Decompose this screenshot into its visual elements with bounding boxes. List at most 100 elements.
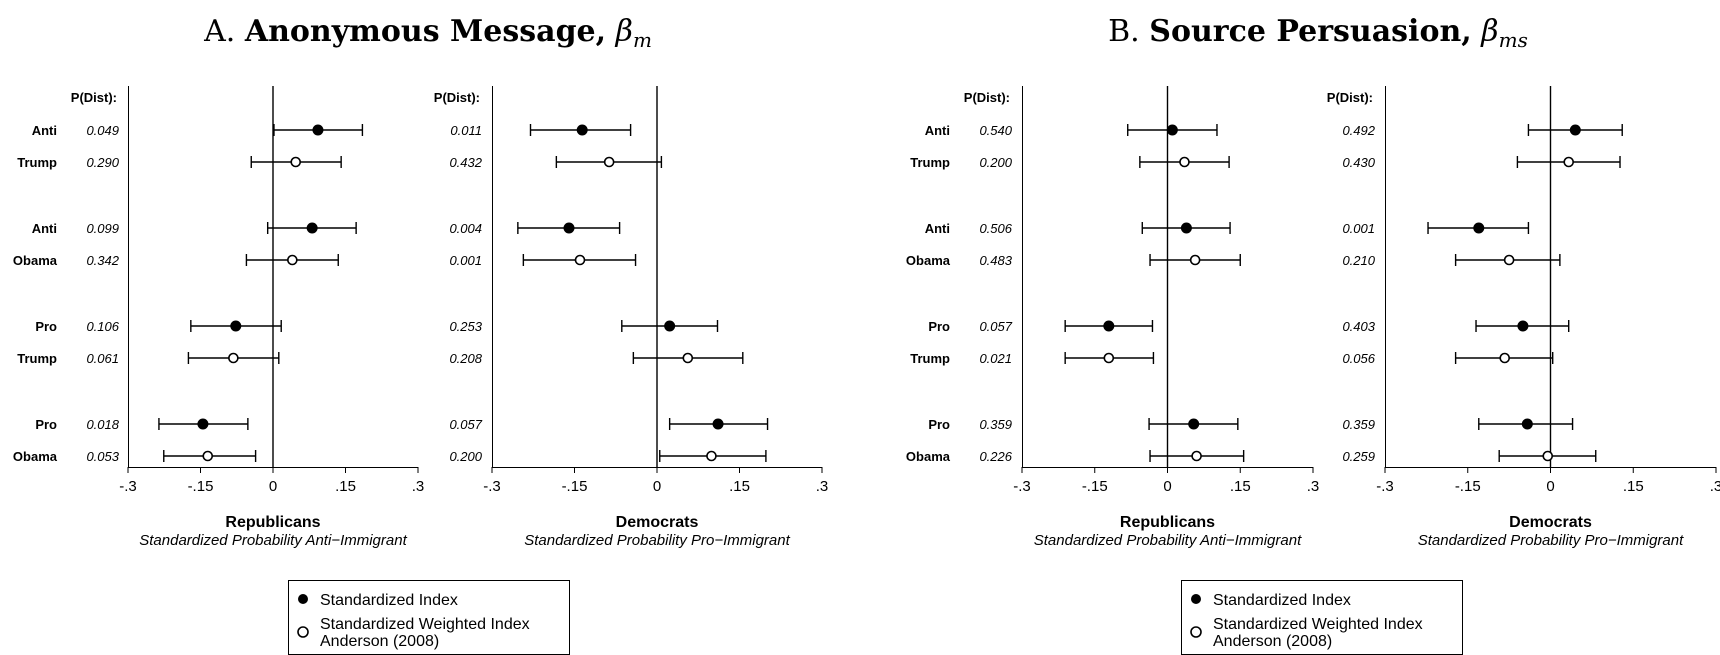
point-weighted-index (290, 156, 302, 168)
legend-hollow-marker (297, 626, 309, 638)
pvalue-label: 0.259 (1342, 449, 1375, 464)
point-standardized-index (1180, 222, 1192, 234)
pvalue-label: 0.430 (1342, 155, 1375, 170)
row-label: Trump (910, 155, 950, 170)
point-weighted-index (682, 352, 694, 364)
x-tick-label: .15 (1230, 478, 1251, 495)
x-axis-subtitle: Standardized Probability Pro−Immigrant (524, 532, 790, 549)
point-standardized-index (230, 320, 242, 332)
x-tick-label: -.15 (1455, 478, 1481, 495)
pvalue-label: 0.001 (1342, 221, 1375, 236)
pvalue-label: 0.253 (449, 319, 482, 334)
pvalue-label: 0.359 (979, 417, 1012, 432)
panel-b-symbol: β (1480, 14, 1498, 49)
pvalue-label: 0.483 (979, 253, 1012, 268)
x-tick-label: 0 (269, 478, 277, 495)
pvalue-label: 0.200 (449, 449, 482, 464)
pvalue-label: 0.342 (86, 253, 119, 268)
pvalue-label: 0.226 (979, 449, 1012, 464)
pvalue-label: 0.061 (86, 351, 119, 366)
point-standardized-index (1517, 320, 1529, 332)
pdist-header: P(Dist): (1327, 90, 1373, 105)
x-tick-label: -.3 (119, 478, 137, 495)
x-axis-title: Republicans (225, 514, 320, 531)
row-label: Obama (13, 449, 58, 464)
point-weighted-index (1499, 352, 1511, 364)
x-axis-subtitle: Standardized Probability Anti−Immigrant (1034, 532, 1302, 549)
x-axis-title: Democrats (616, 514, 699, 531)
point-standardized-index (1521, 418, 1533, 430)
x-tick-label: .15 (335, 478, 356, 495)
point-weighted-index (1103, 352, 1115, 364)
point-weighted-index (1563, 156, 1575, 168)
point-weighted-index (1542, 450, 1554, 462)
x-tick-label: -.3 (1013, 478, 1031, 495)
legend-filled-label: Standardized Index (320, 592, 458, 609)
point-weighted-index (287, 254, 298, 266)
point-standardized-index (1188, 418, 1200, 430)
panel-a-main: Anonymous Message, (244, 14, 606, 49)
row-label: Anti (32, 123, 57, 138)
x-tick-label: -.3 (483, 478, 501, 495)
legend-hollow-marker (1190, 626, 1202, 638)
legend-hollow-label-2: Anderson (2008) (1213, 633, 1332, 650)
row-label: Pro (35, 417, 57, 432)
row-label: Anti (925, 221, 950, 236)
pvalue-label: 0.056 (1342, 351, 1375, 366)
panel-b-sub: ms (1499, 28, 1528, 52)
row-label: Anti (32, 221, 57, 236)
x-tick-label: -.15 (1082, 478, 1108, 495)
row-label: Pro (928, 417, 950, 432)
x-tick-label: 0 (1546, 478, 1554, 495)
point-weighted-index (202, 450, 214, 462)
pvalue-label: 0.021 (979, 351, 1012, 366)
point-standardized-index (712, 418, 724, 430)
row-label: Obama (906, 449, 951, 464)
legend-hollow-label-1: Standardized Weighted Index (320, 616, 530, 633)
x-tick-label: -.15 (562, 478, 588, 495)
point-standardized-index (312, 124, 324, 136)
x-tick-label: .3 (816, 478, 829, 495)
x-axis-title: Republicans (1120, 514, 1215, 531)
x-axis-title: Democrats (1509, 514, 1592, 531)
pvalue-label: 0.053 (86, 449, 119, 464)
row-label: Trump (17, 351, 57, 366)
panel-a-title: A. Anonymous Message, βm (203, 14, 652, 52)
legend-hollow-label-2: Anderson (2008) (320, 633, 439, 650)
legend-filled-marker (298, 594, 308, 604)
point-standardized-index (1569, 124, 1581, 136)
x-tick-label: -.3 (1376, 478, 1394, 495)
x-tick-label: .15 (729, 478, 750, 495)
point-standardized-index (664, 320, 676, 332)
point-weighted-index (228, 352, 239, 364)
pdist-header: P(Dist): (434, 90, 480, 105)
pdist-header: P(Dist): (71, 90, 117, 105)
legend-panel-a: Standardized Index Standardized Weighted… (288, 580, 570, 655)
x-tick-label: 0 (1163, 478, 1171, 495)
legend-filled-label: Standardized Index (1213, 592, 1351, 609)
row-label: Pro (35, 319, 57, 334)
x-tick-label: .3 (1307, 478, 1320, 495)
pvalue-label: 0.359 (1342, 417, 1375, 432)
pvalue-label: 0.432 (449, 155, 482, 170)
pvalue-label: 0.011 (450, 123, 482, 138)
legend-filled-marker (1191, 594, 1201, 604)
row-label: Obama (13, 253, 58, 268)
x-tick-label: -.15 (188, 478, 214, 495)
pdist-header: P(Dist): (964, 90, 1010, 105)
pvalue-label: 0.290 (86, 155, 119, 170)
pvalue-label: 0.540 (979, 123, 1012, 138)
point-weighted-index (1189, 254, 1201, 266)
row-label: Pro (928, 319, 950, 334)
row-label: Anti (925, 123, 950, 138)
pvalue-label: 0.004 (449, 221, 482, 236)
pvalue-label: 0.210 (1342, 253, 1375, 268)
panel-a-letter: A. (203, 14, 235, 49)
point-weighted-index (1503, 254, 1515, 266)
pvalue-label: 0.057 (979, 319, 1012, 334)
point-weighted-index (706, 450, 717, 462)
panel-b-letter: B. (1108, 14, 1140, 49)
point-weighted-index (603, 156, 615, 168)
pvalue-label: 0.001 (449, 253, 482, 268)
